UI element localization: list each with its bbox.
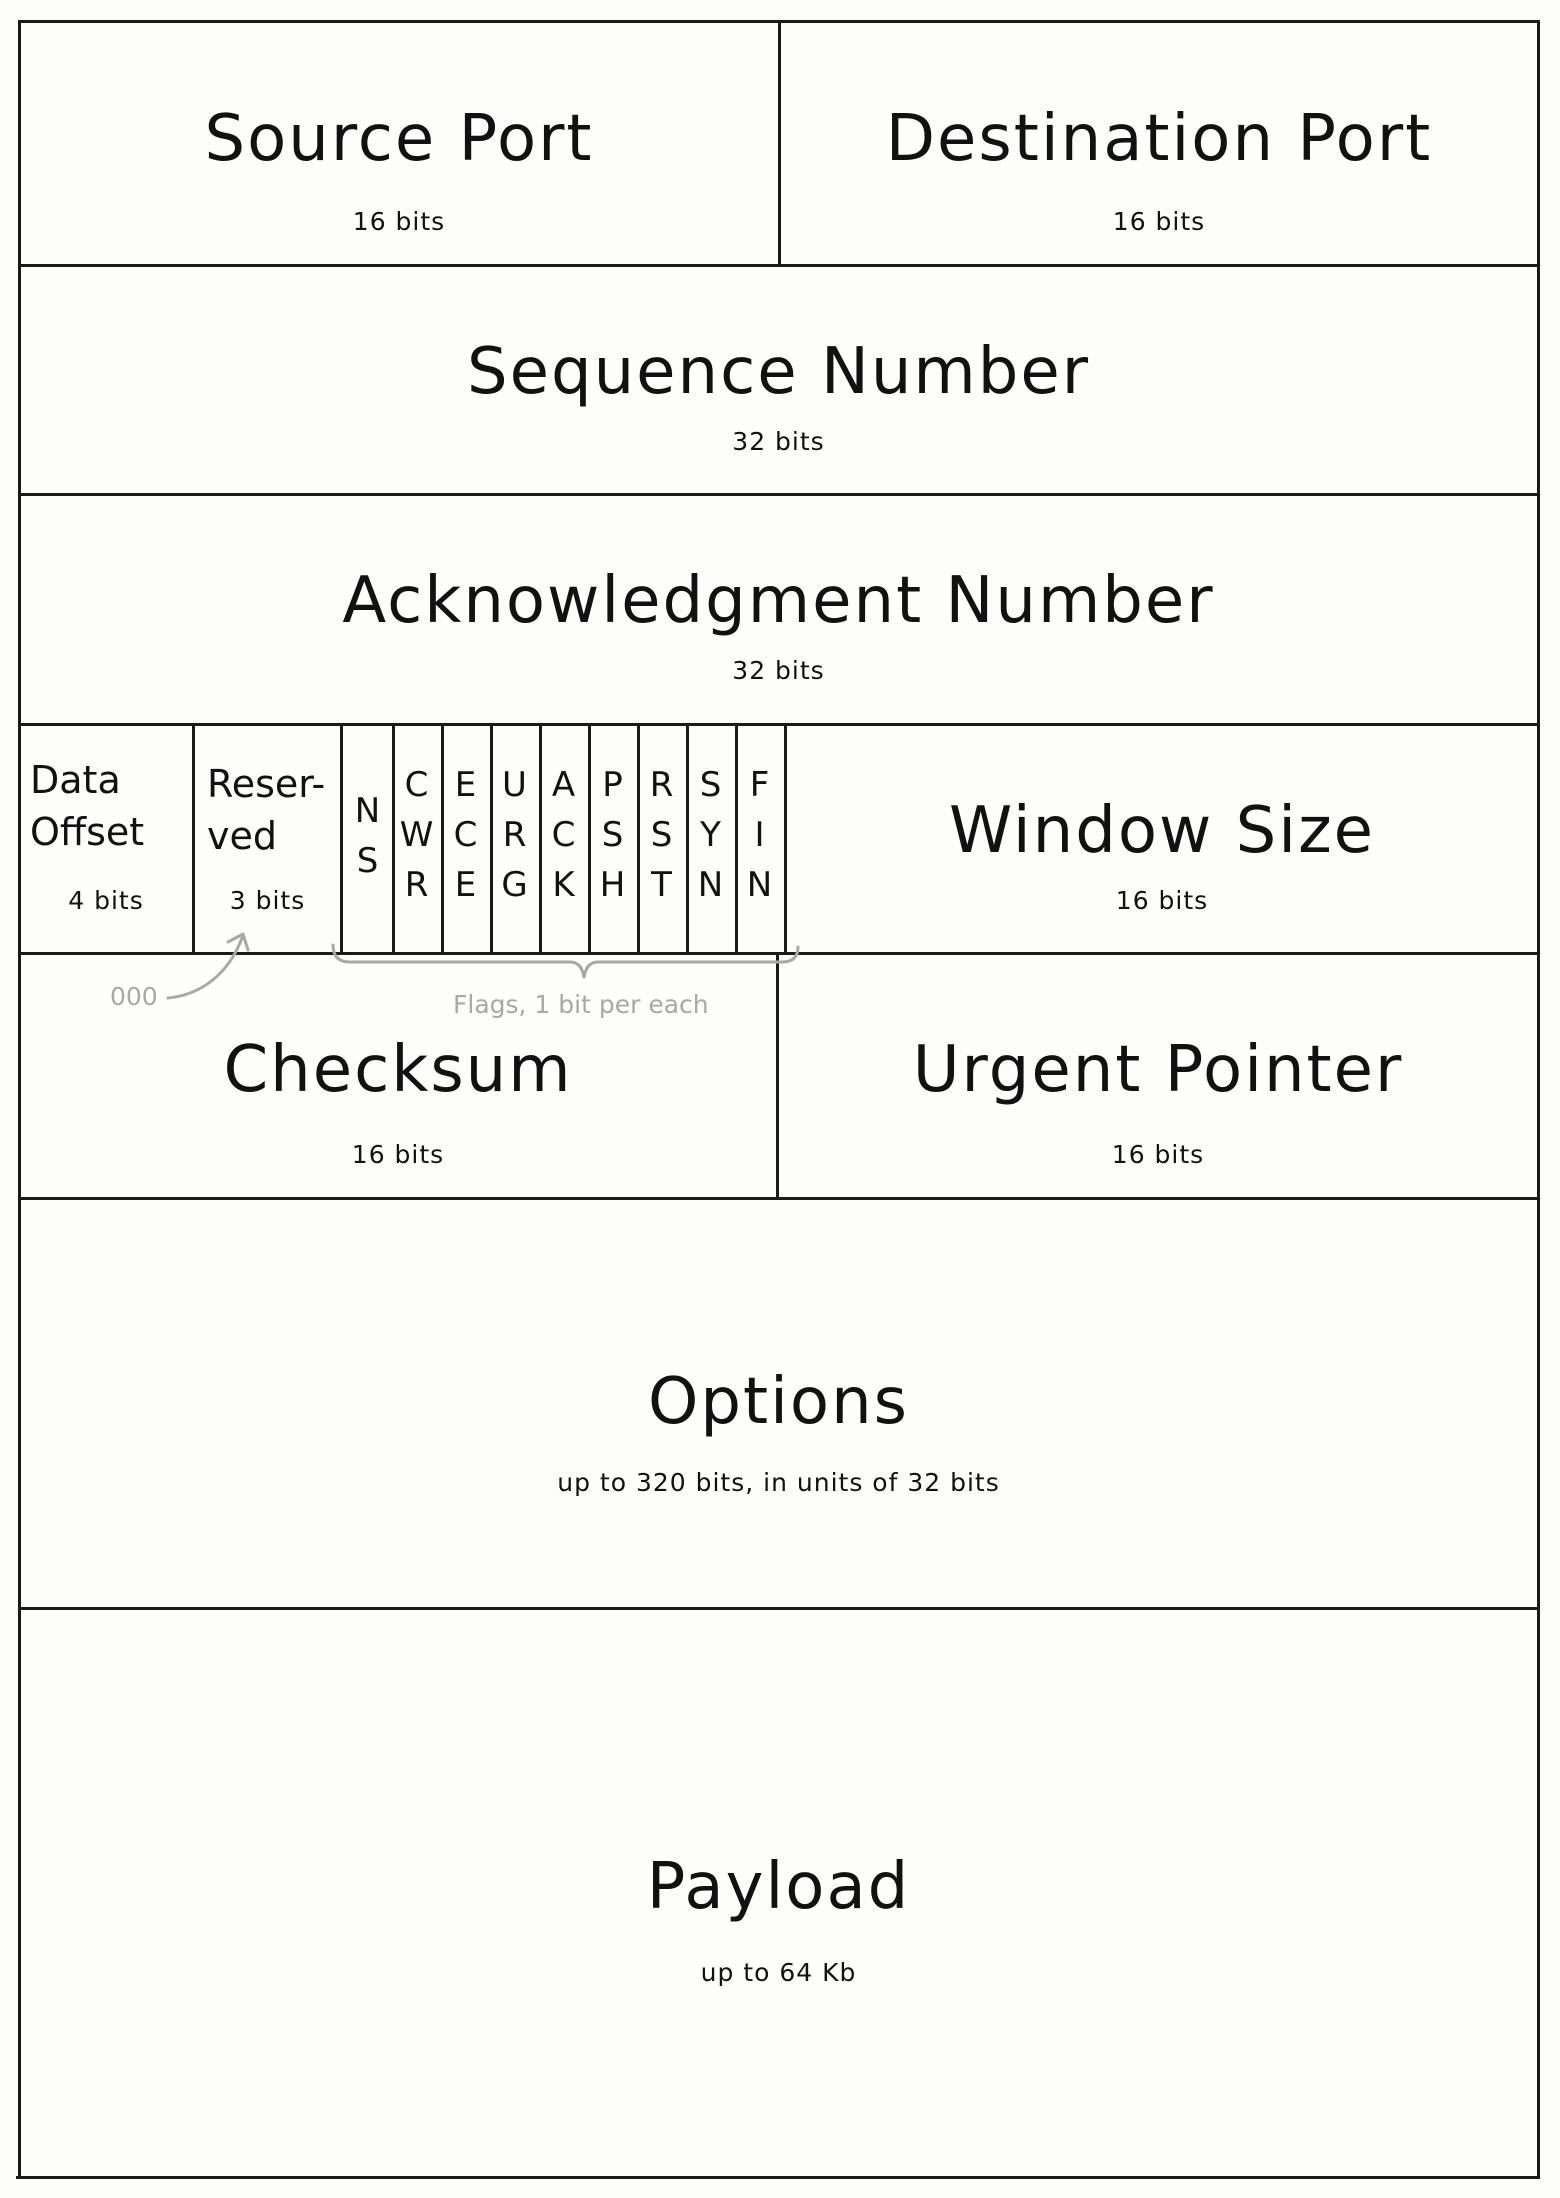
flag-label: S Y N xyxy=(697,765,724,905)
source-port-name: Source Port xyxy=(204,102,594,176)
destination-port-cell: Destination Port 16 bits xyxy=(781,22,1537,264)
flag-label: C W R xyxy=(399,765,434,905)
divider-ports xyxy=(778,20,781,266)
flag-ack: A C K xyxy=(539,724,588,954)
options-bits: up to 320 bits, in units of 32 bits xyxy=(557,1468,1000,1497)
divider-flags-end xyxy=(784,723,787,954)
flag-divider xyxy=(735,724,738,954)
flag-label: P S H xyxy=(599,765,626,905)
row-divider-2 xyxy=(18,493,1540,496)
urgent-pointer-cell: Urgent Pointer 16 bits xyxy=(779,955,1537,1197)
flag-label: F I N xyxy=(746,765,773,905)
row-divider-5 xyxy=(18,1197,1540,1200)
flag-divider xyxy=(490,724,493,954)
reserved-cell: Reser- ved 3 bits xyxy=(195,726,340,952)
options-cell: Options up to 320 bits, in units of 32 b… xyxy=(20,1200,1537,1607)
sequence-number-name: Sequence Number xyxy=(466,335,1091,409)
options-name: Options xyxy=(648,1365,909,1439)
row-divider-6 xyxy=(18,1607,1540,1610)
urgent-pointer-bits: 16 bits xyxy=(1111,1140,1205,1169)
reserved-arrow-head xyxy=(226,932,250,952)
acknowledgment-number-name: Acknowledgment Number xyxy=(342,564,1215,638)
flag-divider xyxy=(686,724,689,954)
window-size-name: Window Size xyxy=(948,794,1376,868)
flag-ece: E C E xyxy=(441,724,490,954)
row-divider-3 xyxy=(18,723,1540,726)
reserved-name: Reser- ved xyxy=(207,762,326,858)
border-left xyxy=(18,20,21,2178)
border-bottom xyxy=(16,2176,1540,2179)
flag-label: U R G xyxy=(501,765,528,905)
flag-ns: N S xyxy=(343,724,392,954)
flags-group: N S C W R E C E U R G A C K P S H R S T S Y N F … xyxy=(343,724,784,954)
payload-name: Payload xyxy=(646,1850,911,1924)
reserved-bits: 3 bits xyxy=(229,886,306,915)
urgent-pointer-name: Urgent Pointer xyxy=(912,1033,1404,1107)
flag-divider xyxy=(588,724,591,954)
payload-bits: up to 64 Kb xyxy=(700,1958,857,1987)
flags-note: Flags, 1 bit per each xyxy=(453,990,709,1019)
sequence-number-bits: 32 bits xyxy=(732,427,825,456)
flag-divider xyxy=(637,724,640,954)
divider-checksum xyxy=(776,952,779,1199)
reserved-arrow xyxy=(166,936,244,1000)
window-size-bits: 16 bits xyxy=(1115,886,1209,915)
acknowledgment-number-cell: Acknowledgment Number 32 bits xyxy=(20,496,1537,723)
payload-cell: Payload up to 64 Kb xyxy=(20,1610,1537,2176)
source-port-cell: Source Port 16 bits xyxy=(20,22,778,264)
checksum-cell: Checksum 16 bits xyxy=(20,955,776,1197)
flag-fin: F I N xyxy=(735,724,784,954)
reserved-value-note: 000 xyxy=(110,982,158,1011)
flags-brace xyxy=(331,943,800,979)
flag-divider xyxy=(441,724,444,954)
flag-cwr: C W R xyxy=(392,724,441,954)
destination-port-bits: 16 bits xyxy=(1112,207,1206,236)
flag-label: A C K xyxy=(551,765,576,905)
flag-rst: R S T xyxy=(637,724,686,954)
checksum-bits: 16 bits xyxy=(351,1140,445,1169)
flag-syn: S Y N xyxy=(686,724,735,954)
border-right xyxy=(1537,20,1540,2178)
source-port-bits: 16 bits xyxy=(352,207,446,236)
flag-label: R S T xyxy=(649,765,674,905)
data-offset-name: Data Offset xyxy=(30,758,145,854)
divider-reserved xyxy=(340,723,343,954)
window-size-cell: Window Size 16 bits xyxy=(787,726,1537,952)
row-divider-4 xyxy=(18,952,1540,955)
flag-label: N S xyxy=(354,791,381,881)
data-offset-bits: 4 bits xyxy=(68,886,144,915)
checksum-name: Checksum xyxy=(223,1033,573,1107)
divider-data-offset xyxy=(192,723,195,954)
flag-psh: P S H xyxy=(588,724,637,954)
flag-label: E C E xyxy=(453,765,478,905)
destination-port-name: Destination Port xyxy=(885,102,1433,176)
flag-urg: U R G xyxy=(490,724,539,954)
sequence-number-cell: Sequence Number 32 bits xyxy=(20,267,1537,493)
data-offset-cell: Data Offset 4 bits xyxy=(20,726,192,952)
flag-divider xyxy=(392,724,395,954)
flag-divider xyxy=(539,724,542,954)
acknowledgment-number-bits: 32 bits xyxy=(732,656,825,685)
